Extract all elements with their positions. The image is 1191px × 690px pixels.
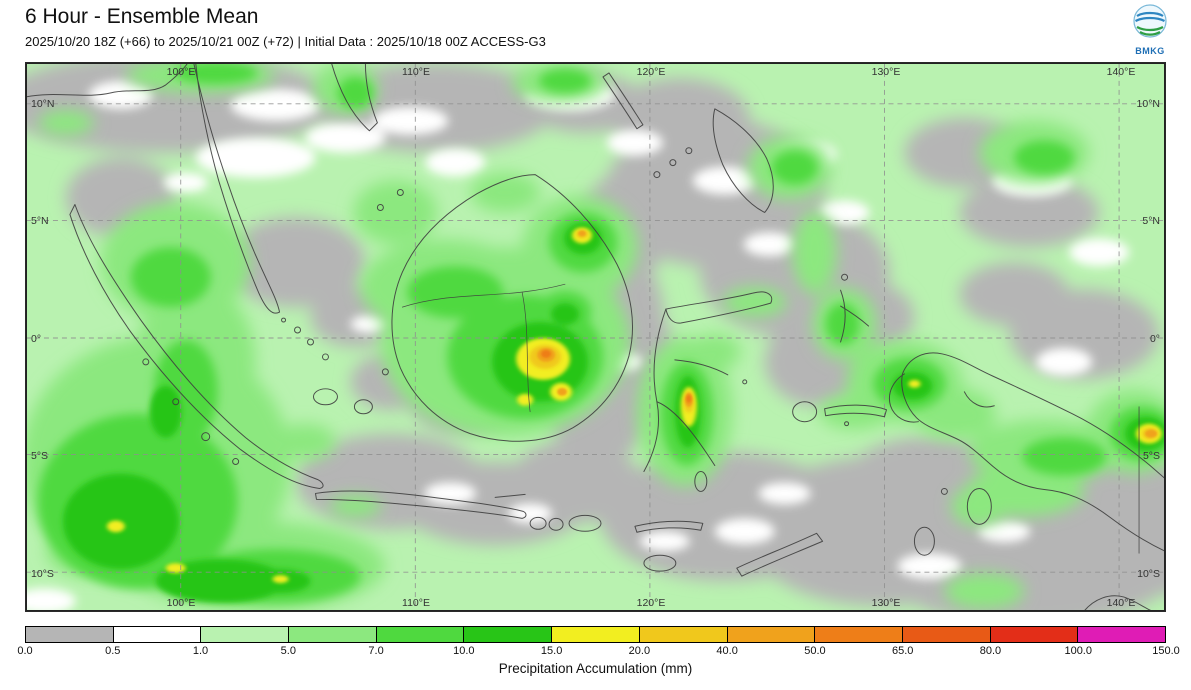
- precipitation-map: 100°E 110°E 120°E 130°E 140°E 100°E 110°…: [25, 62, 1166, 612]
- colorbar-segment: [551, 626, 640, 643]
- colorbar-tick: 50.0: [804, 645, 826, 657]
- colorbar-segment: [638, 626, 728, 643]
- colorbar-tick: 10.0: [453, 645, 475, 657]
- colorbar-ticks: 0.0 0.5 1.0 5.0 7.0 10.0 15.0 20.0 40.0 …: [17, 645, 1179, 659]
- colorbar-segment: [901, 626, 991, 643]
- colorbar-tick: 100.0: [1064, 645, 1092, 657]
- colorbar-tick: 5.0: [280, 645, 296, 657]
- colorbar-tick: 40.0: [716, 645, 738, 657]
- colorbar-label: Precipitation Accumulation (mm): [498, 661, 693, 676]
- precip-layer-white: [26, 78, 1130, 611]
- precip-layer-deep-orange: [541, 349, 692, 403]
- colorbar-tick: 80.0: [979, 645, 1002, 657]
- colorbar-tick: 150.0: [1152, 645, 1180, 657]
- graticule-gridlines: [26, 63, 1165, 611]
- colorbar-tick: 15.0: [540, 645, 563, 657]
- colorbar-tick: 0.0: [17, 645, 33, 657]
- bmkg-logo: BMKG: [1125, 2, 1175, 56]
- colorbar-segment: [989, 626, 1079, 643]
- precipitation-field: [26, 63, 1165, 611]
- colorbar-segment: [25, 626, 114, 643]
- coastlines: [26, 63, 1165, 611]
- map-frame: [26, 63, 1165, 611]
- colorbar-segment: [112, 626, 202, 643]
- colorbar: [25, 626, 1166, 643]
- colorbar-segment: [200, 626, 290, 643]
- bmkg-logo-text: BMKG: [1135, 46, 1165, 56]
- colorbar-tick: 1.0: [192, 645, 209, 657]
- colorbar-segment: [463, 626, 553, 643]
- colorbar-segment: [814, 626, 903, 643]
- colorbar-tick: 7.0: [368, 645, 384, 657]
- colorbar-segment: [1077, 626, 1166, 643]
- colorbar-tick: 20.0: [628, 645, 651, 657]
- bmkg-logo-icon: [1133, 4, 1167, 38]
- colorbar-tick: 0.5: [105, 645, 121, 657]
- colorbar-segment: [375, 626, 465, 643]
- colorbar-segment: [726, 626, 816, 643]
- valid-time-subtitle: 2025/10/20 18Z (+66) to 2025/10/21 00Z (…: [25, 34, 546, 49]
- page-title: 6 Hour - Ensemble Mean: [25, 5, 259, 28]
- colorbar-tick: 65.0: [891, 645, 914, 657]
- colorbar-segment: [288, 626, 377, 643]
